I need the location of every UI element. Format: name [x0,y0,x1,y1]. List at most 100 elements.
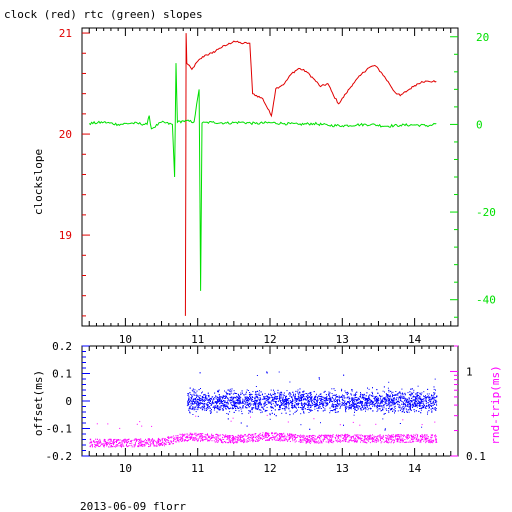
data-point [330,441,331,443]
data-point [372,438,373,440]
data-point [355,395,356,396]
data-point [333,404,335,406]
data-point [211,409,212,411]
data-point [212,402,214,404]
data-point [126,439,128,440]
data-point [424,407,426,409]
data-point [193,398,195,400]
data-point [128,441,130,443]
data-point [248,410,250,412]
data-point [360,409,362,411]
data-point [226,413,228,414]
data-point [234,406,236,408]
data-point [249,439,251,441]
data-point [375,399,377,400]
data-point [192,388,194,390]
data-point [432,404,434,406]
data-point [171,441,173,442]
data-point [316,401,318,402]
data-point [167,440,169,442]
data-point [298,403,300,404]
data-point [361,401,363,403]
data-point [395,438,397,440]
data-point [424,434,426,436]
data-point [388,404,390,406]
data-point [339,402,341,404]
data-point [404,439,406,440]
data-point [201,407,203,409]
data-point [237,437,239,439]
data-point [304,438,306,440]
data-point [149,441,151,443]
data-point [351,397,353,399]
data-point [406,404,408,406]
data-point [329,412,331,414]
data-point [112,441,114,443]
data-point [176,437,178,439]
data-point [370,435,372,437]
data-point [406,438,408,440]
data-point [226,437,228,439]
data-point [200,435,202,437]
data-point [228,441,230,443]
data-point [90,438,92,440]
data-point [406,399,408,401]
data-point [229,390,231,392]
data-point [189,400,191,402]
data-point [317,404,319,406]
data-point [98,446,100,447]
data-point [428,405,430,407]
data-point [365,410,366,412]
data-point [253,404,255,406]
data-point [255,438,257,440]
data-point [227,398,229,400]
data-point [266,397,268,399]
data-point [263,403,264,405]
data-point [188,439,190,441]
data-point [100,443,102,445]
data-point [197,438,199,440]
data-point [376,407,378,409]
data-point [113,446,115,448]
data-point [211,437,212,439]
data-point [273,394,275,395]
data-point [386,405,388,407]
data-point [342,397,344,399]
data-point [214,405,216,407]
data-point [372,405,374,407]
data-point [189,434,191,436]
data-point [340,436,342,438]
data-point [426,393,428,395]
data-point [427,388,429,390]
data-point [318,434,320,436]
data-point [408,437,410,438]
data-point [422,398,424,400]
data-point [299,391,301,393]
data-point [288,405,290,407]
data-point [165,444,167,446]
data-point [287,433,289,435]
data-point [320,397,322,399]
data-point [417,401,419,403]
data-point [258,392,260,394]
data-point [427,438,429,440]
data-point [385,440,387,442]
data-point [271,395,273,396]
data-point [248,412,250,414]
data-point [397,439,399,441]
data-point [206,397,208,399]
data-point [224,390,225,392]
data-point [226,397,228,399]
data-point [347,401,348,403]
data-point [281,404,283,406]
data-point [133,446,135,448]
data-point [381,410,383,411]
data-point [349,434,351,436]
data-point [106,445,108,447]
data-point [366,442,368,444]
data-point [254,403,256,405]
data-point [255,391,257,393]
data-point [253,407,255,409]
data-point [215,395,217,397]
data-point [415,397,417,399]
